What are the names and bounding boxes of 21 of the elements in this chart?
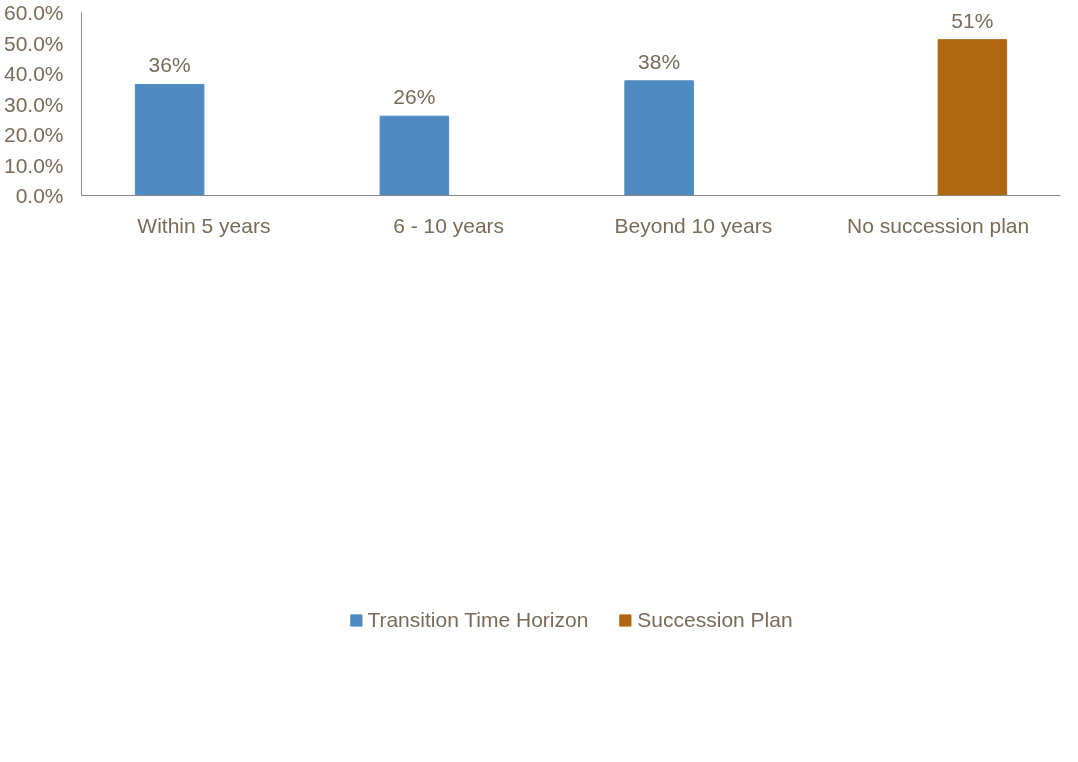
y-tick-label: 10.0%	[3, 153, 64, 177]
bar	[937, 39, 1008, 196]
bar	[379, 115, 450, 196]
data-label: 38%	[638, 49, 681, 73]
y-tick-label: 60.0%	[3, 1, 64, 24]
y-tick-label: 20.0%	[3, 123, 64, 146]
legend-label: Succession Plan	[637, 608, 793, 632]
legend-label: Transition Time Horizon	[367, 608, 589, 632]
data-label: 51%	[951, 8, 994, 32]
data-label: 36%	[148, 53, 191, 77]
bar	[134, 83, 205, 196]
y-tick-label: 0.0%	[15, 184, 64, 207]
y-tick-label: 50.0%	[3, 31, 64, 55]
x-tick-label: No succession plan	[847, 213, 1030, 237]
x-tick-label: Within 5 years	[137, 213, 271, 237]
bar	[624, 80, 694, 196]
data-label: 26%	[393, 85, 436, 109]
y-tick-label: 40.0%	[3, 62, 64, 85]
x-tick-label: Beyond 10 years	[614, 213, 773, 237]
x-tick-label: 6 - 10 years	[393, 213, 505, 237]
y-tick-label: 30.0%	[3, 92, 64, 116]
